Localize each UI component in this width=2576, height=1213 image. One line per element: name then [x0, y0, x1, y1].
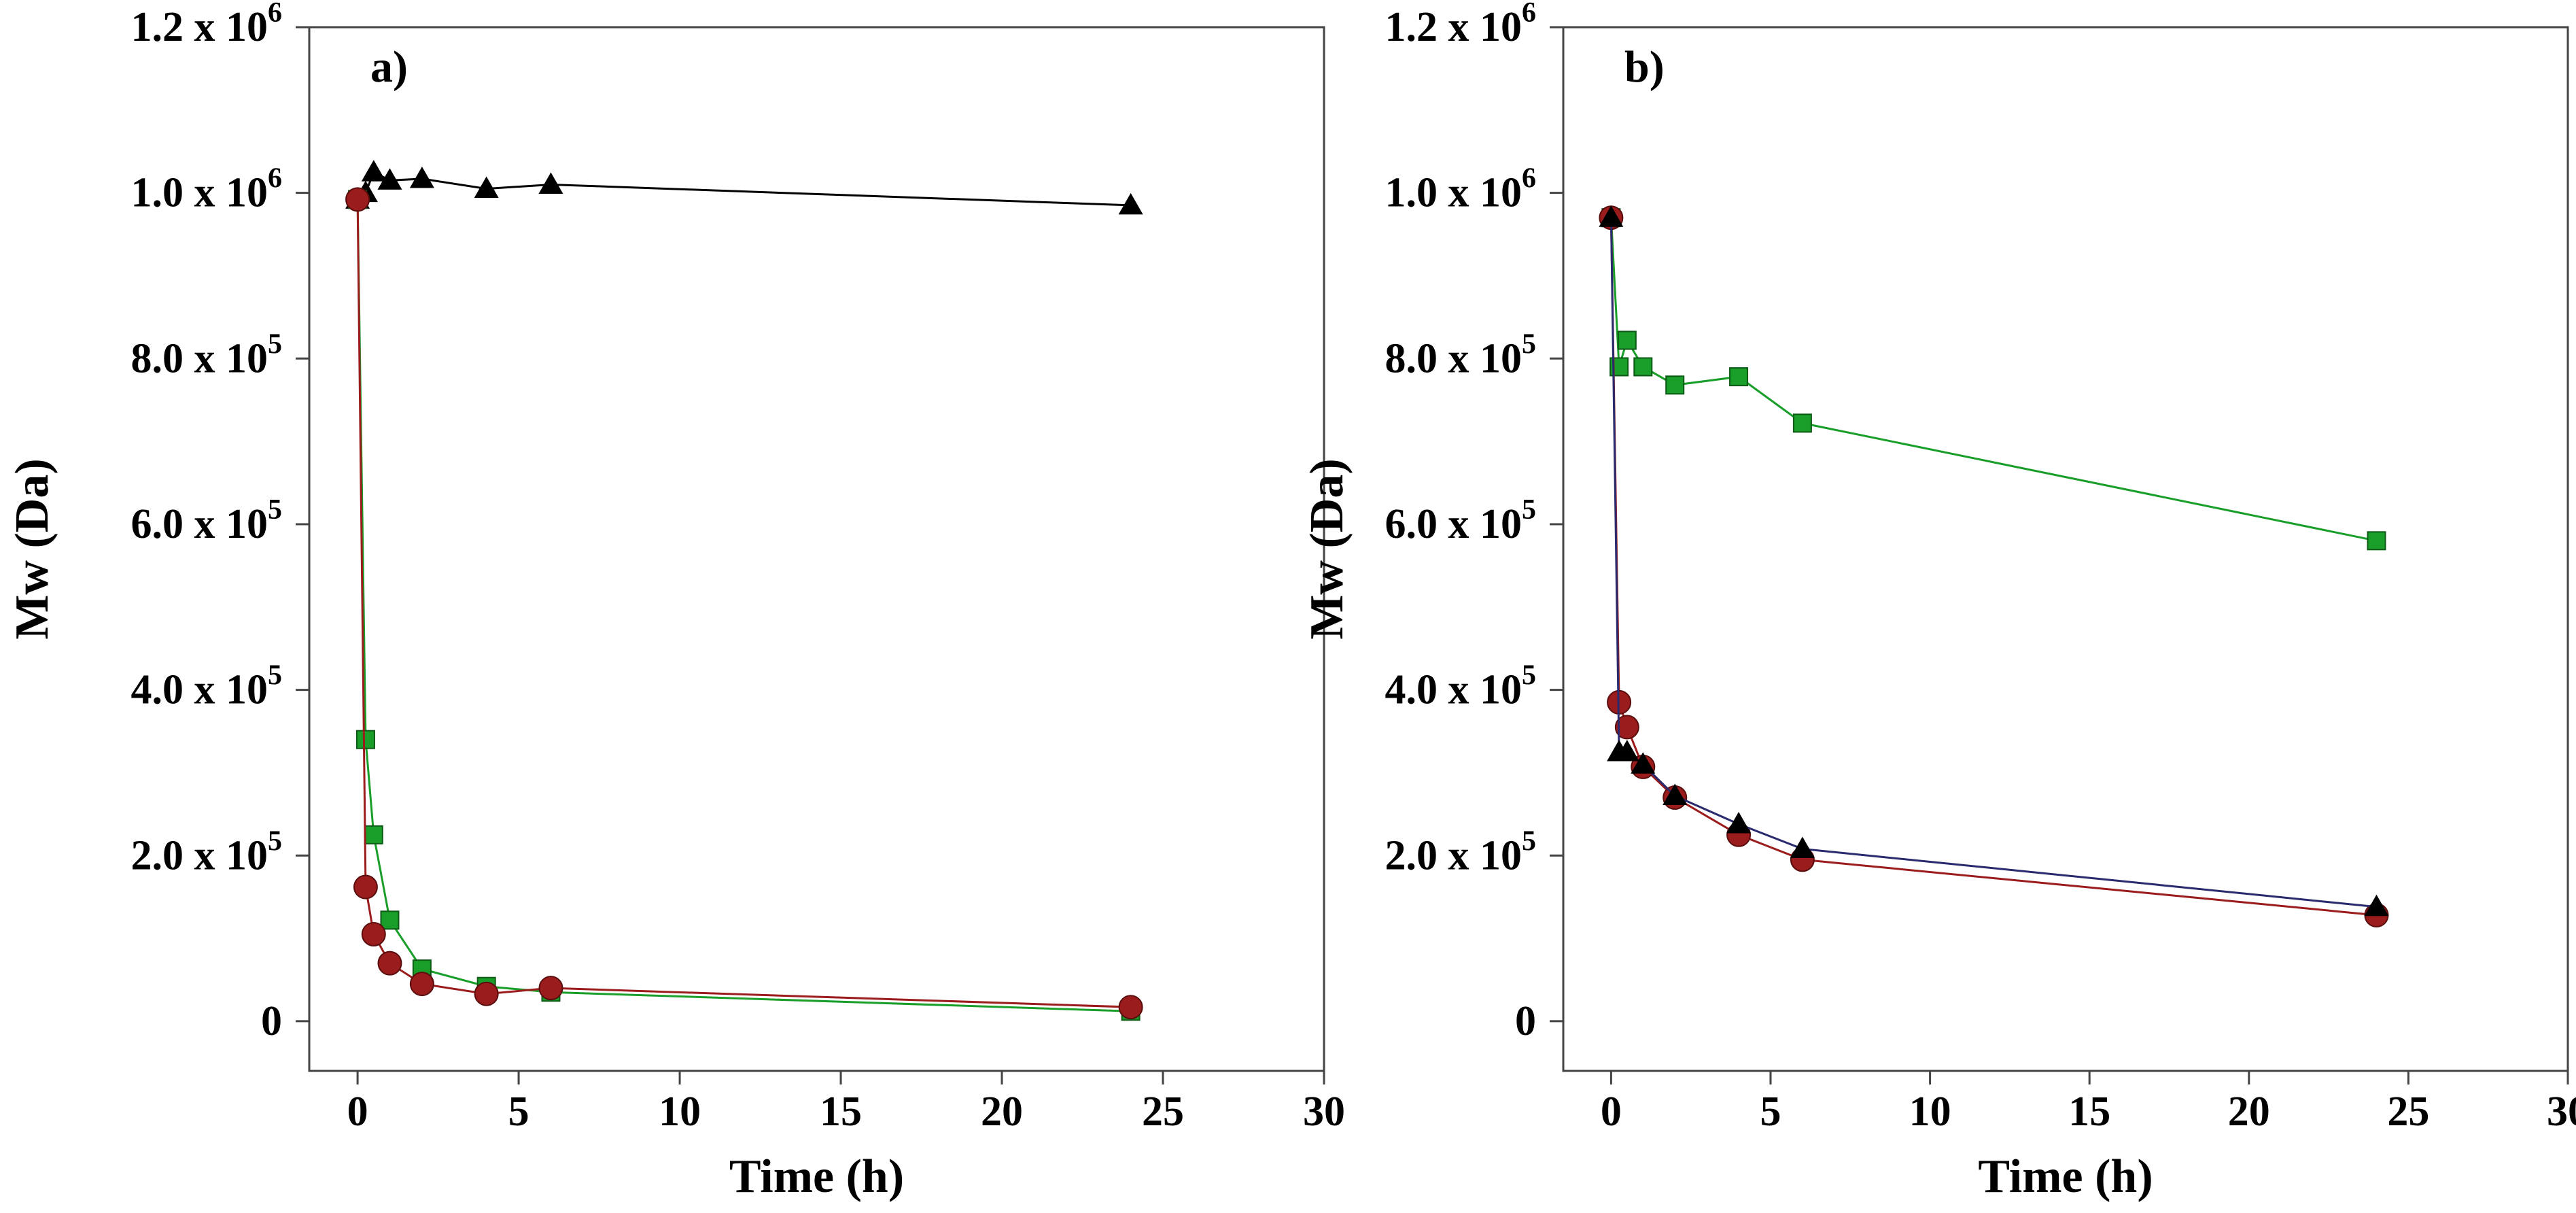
panel-label: a) — [370, 42, 408, 92]
data-point — [1118, 192, 1143, 215]
data-point — [1631, 752, 1656, 774]
y-tick-label: 0 — [261, 998, 282, 1044]
series-circle — [345, 187, 1143, 1020]
data-point — [2367, 531, 2386, 551]
data-point — [474, 176, 499, 199]
x-tick-label: 0 — [347, 1089, 368, 1135]
data-point — [355, 730, 375, 749]
data-point — [1729, 367, 1749, 387]
data-point — [1790, 836, 1815, 859]
plot-frame — [1562, 26, 2569, 1072]
x-tick-label: 30 — [1303, 1089, 1345, 1135]
x-tick-label: 25 — [1142, 1089, 1184, 1135]
data-point — [1614, 739, 1639, 762]
y-axis-title: Mw (Da) — [6, 458, 58, 639]
y-tick-label: 1.2 x 106 — [131, 0, 283, 50]
data-point — [538, 976, 563, 1001]
y-tick-label: 1.0 x 106 — [131, 163, 283, 216]
data-point — [1633, 357, 1653, 377]
x-tick-label: 5 — [1760, 1089, 1781, 1135]
data-point — [1614, 715, 1639, 740]
y-tick-label: 6.0 x 105 — [131, 494, 283, 547]
plot-frame — [308, 26, 1325, 1072]
data-point — [1665, 375, 1685, 395]
data-point — [377, 168, 402, 190]
y-tick-label: 8.0 x 105 — [1385, 328, 1537, 381]
y-tick-label: 8.0 x 105 — [131, 328, 283, 381]
y-tick-label: 1.2 x 106 — [1385, 0, 1537, 50]
x-tick-label: 0 — [1601, 1089, 1622, 1135]
chart-panel-a: 0 5 10 15 20 25 30 0 2.0 x 105 4.0 x 105 6.0 x 105… — [6, 0, 1345, 1203]
series-square — [1601, 208, 2386, 551]
x-tick-label: 20 — [2228, 1089, 2270, 1135]
data-point — [1617, 330, 1637, 350]
y-tick-label: 0 — [1515, 998, 1536, 1044]
x-tick-label: 15 — [820, 1089, 862, 1135]
x-tick-label: 20 — [981, 1089, 1023, 1135]
data-point — [474, 981, 499, 1006]
x-axis-title: Time (h) — [729, 1150, 904, 1203]
data-point — [409, 166, 434, 188]
x-axis-title: Time (h) — [1978, 1150, 2153, 1203]
data-point — [1118, 995, 1143, 1020]
data-point — [361, 160, 386, 182]
data-point — [345, 187, 370, 212]
data-point — [1599, 205, 1624, 227]
data-point — [409, 972, 434, 997]
series-triangle — [1599, 205, 2389, 917]
chart-panel-b: 0 5 10 15 20 25 30 0 2.0 x 105 4.0 x 105 6.0 x 105… — [1301, 0, 2576, 1203]
data-point — [1726, 811, 1752, 834]
data-point — [1663, 783, 1688, 806]
y-tick-label: 6.0 x 105 — [1385, 494, 1537, 547]
x-tick-label: 25 — [2387, 1089, 2429, 1135]
x-tick-label: 10 — [659, 1089, 701, 1135]
data-point — [380, 910, 400, 930]
data-point — [538, 172, 563, 194]
x-tick-label: 5 — [508, 1089, 529, 1135]
data-point — [361, 921, 386, 946]
y-tick-label: 2.0 x 105 — [131, 825, 283, 878]
y-tick-label: 1.0 x 106 — [1385, 163, 1537, 216]
data-point — [353, 874, 378, 900]
series-triangle — [345, 160, 1143, 215]
y-tick-label: 4.0 x 105 — [1385, 660, 1537, 713]
x-tick-label: 30 — [2547, 1089, 2576, 1135]
y-tick-label: 2.0 x 105 — [1385, 825, 1537, 878]
data-point — [1792, 413, 1812, 433]
y-tick-label: 4.0 x 105 — [131, 660, 283, 713]
x-tick-label: 10 — [1909, 1089, 1951, 1135]
y-axis-title: Mw (Da) — [1301, 458, 1353, 639]
data-point — [364, 825, 383, 844]
data-point — [377, 951, 402, 976]
x-tick-label: 15 — [2068, 1089, 2110, 1135]
data-point — [2364, 894, 2389, 917]
panel-label: b) — [1624, 42, 1665, 92]
